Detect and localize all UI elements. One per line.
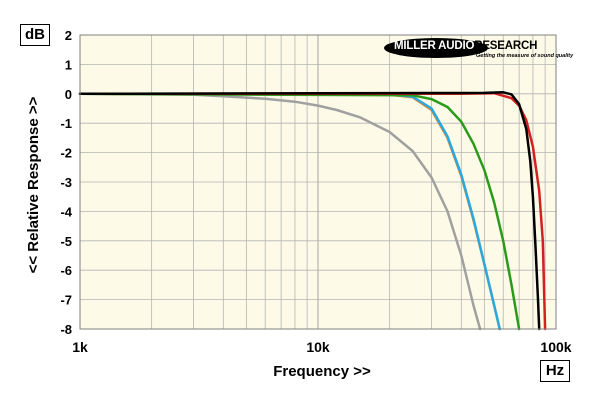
x-tick-labels: 1k 10k 100k — [72, 339, 572, 355]
y-tick-label: 2 — [65, 28, 72, 43]
logo-tagline: Getting the measure of sound quality — [476, 53, 574, 59]
x-tick-label: 1k — [72, 339, 88, 355]
series-line-1 — [78, 92, 482, 331]
series-line-4 — [78, 92, 521, 331]
logo-pill — [384, 38, 488, 58]
y-tick-label: -2 — [60, 146, 72, 161]
y-tick-label: -4 — [60, 204, 72, 219]
y-tick-label: 1 — [65, 57, 72, 72]
x-tick-label: 10k — [306, 339, 330, 355]
plot-frame — [79, 34, 557, 330]
x-unit-label: Hz — [540, 360, 570, 382]
y-tick-label: -5 — [60, 234, 72, 249]
y-tick-label: -3 — [60, 175, 72, 190]
logo-secondary: RESEARCH — [474, 40, 538, 52]
y-tick-label: -6 — [60, 263, 72, 278]
y-axis-label: << Relative Response >> — [25, 96, 42, 273]
logo-wordmark: MILLER AUDIORESEARCH — [394, 40, 537, 52]
series-line-6 — [78, 91, 541, 331]
grid-lines — [80, 34, 556, 330]
brand-logo: MILLER AUDIORESEARCH Getting the measure… — [384, 38, 573, 62]
y-tick-label: -1 — [60, 116, 72, 131]
y-tick-label: -8 — [60, 322, 72, 337]
series-group — [78, 91, 547, 331]
logo-primary: MILLER AUDIO — [394, 40, 475, 52]
x-axis-label: Frequency >> — [273, 363, 371, 380]
y-tick-label: 0 — [65, 87, 72, 102]
x-tick-label: 100k — [540, 339, 571, 355]
y-unit-label: dB — [20, 24, 50, 46]
y-tick-labels: 2 1 0 -1 -2 -3 -4 -5 -6 -7 -8 — [60, 28, 72, 337]
y-tick-label: -7 — [60, 293, 72, 308]
